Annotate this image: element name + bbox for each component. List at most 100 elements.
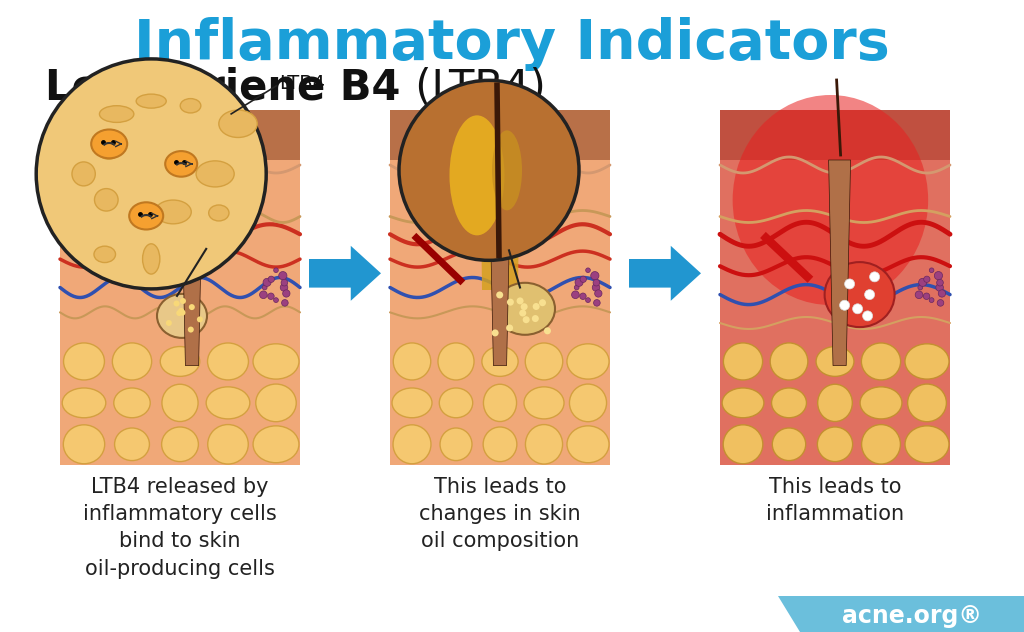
Text: (LTB4): (LTB4) [402, 67, 546, 109]
Ellipse shape [483, 427, 517, 461]
Ellipse shape [907, 384, 946, 422]
Polygon shape [778, 596, 1024, 632]
Text: LTB4: LTB4 [280, 75, 326, 94]
Ellipse shape [94, 188, 118, 211]
Circle shape [586, 268, 590, 272]
Circle shape [176, 310, 182, 316]
Ellipse shape [94, 246, 116, 262]
Ellipse shape [524, 387, 564, 419]
Circle shape [516, 298, 523, 305]
Ellipse shape [162, 427, 199, 461]
Circle shape [840, 300, 850, 310]
Circle shape [179, 310, 185, 315]
Circle shape [282, 300, 288, 306]
Circle shape [938, 290, 945, 297]
Ellipse shape [824, 262, 895, 327]
Ellipse shape [206, 387, 250, 419]
Ellipse shape [392, 388, 432, 418]
Polygon shape [480, 125, 520, 290]
Ellipse shape [567, 426, 609, 463]
Circle shape [574, 285, 580, 290]
Polygon shape [629, 246, 701, 301]
Circle shape [262, 285, 267, 290]
Circle shape [580, 293, 586, 300]
Circle shape [595, 290, 602, 297]
Circle shape [934, 272, 942, 280]
Bar [60, 110, 300, 160]
Circle shape [593, 279, 600, 286]
Text: acne.org®: acne.org® [842, 604, 982, 628]
Circle shape [259, 291, 267, 298]
Ellipse shape [136, 94, 166, 108]
Ellipse shape [209, 205, 229, 221]
Ellipse shape [253, 426, 299, 463]
Ellipse shape [62, 388, 105, 418]
Circle shape [178, 308, 184, 314]
Ellipse shape [722, 388, 764, 418]
Ellipse shape [142, 244, 160, 274]
Polygon shape [181, 160, 203, 365]
Circle shape [166, 320, 172, 326]
Ellipse shape [157, 294, 207, 338]
Polygon shape [309, 246, 381, 301]
Ellipse shape [63, 343, 104, 380]
Bar [720, 110, 950, 160]
Circle shape [187, 327, 194, 332]
Ellipse shape [208, 343, 249, 380]
Ellipse shape [393, 425, 431, 464]
Bar [390, 110, 610, 465]
Circle shape [173, 301, 179, 307]
Ellipse shape [723, 425, 763, 464]
Circle shape [178, 309, 184, 315]
Circle shape [531, 315, 539, 322]
Circle shape [283, 290, 290, 297]
Circle shape [506, 324, 513, 331]
Circle shape [279, 272, 287, 280]
Ellipse shape [165, 151, 198, 177]
Circle shape [273, 298, 279, 303]
Ellipse shape [72, 162, 95, 186]
Circle shape [539, 299, 546, 307]
Ellipse shape [160, 346, 200, 377]
Bar [60, 110, 300, 465]
Circle shape [591, 272, 599, 280]
Ellipse shape [91, 130, 127, 158]
Circle shape [586, 298, 591, 303]
Ellipse shape [99, 106, 134, 123]
Ellipse shape [567, 344, 609, 379]
Polygon shape [489, 160, 511, 365]
Circle shape [937, 300, 944, 306]
Ellipse shape [483, 384, 516, 422]
Ellipse shape [816, 346, 854, 377]
Text: Leukotriene B4: Leukotriene B4 [45, 67, 400, 109]
Circle shape [864, 289, 874, 300]
Ellipse shape [495, 283, 555, 335]
Circle shape [507, 299, 514, 306]
Ellipse shape [393, 343, 431, 380]
Circle shape [581, 276, 587, 283]
Circle shape [918, 285, 923, 290]
Ellipse shape [905, 344, 949, 379]
Circle shape [197, 317, 203, 322]
Ellipse shape [482, 346, 518, 377]
Circle shape [281, 284, 288, 291]
Circle shape [862, 311, 872, 321]
Ellipse shape [219, 110, 257, 138]
Circle shape [929, 298, 934, 303]
Ellipse shape [438, 343, 474, 380]
Circle shape [924, 293, 930, 300]
Ellipse shape [525, 343, 563, 380]
Text: LTB4 released by
inflammatory cells
bind to skin
oil-producing cells: LTB4 released by inflammatory cells bind… [83, 477, 276, 579]
Circle shape [492, 329, 499, 336]
Ellipse shape [196, 161, 234, 187]
Ellipse shape [771, 388, 807, 418]
Ellipse shape [492, 130, 522, 210]
Ellipse shape [440, 428, 472, 461]
Circle shape [263, 278, 271, 286]
Ellipse shape [115, 428, 150, 461]
Text: This leads to
inflammation: This leads to inflammation [766, 477, 904, 524]
Ellipse shape [97, 140, 121, 159]
Circle shape [522, 316, 529, 323]
Ellipse shape [256, 384, 296, 422]
Ellipse shape [817, 427, 853, 461]
